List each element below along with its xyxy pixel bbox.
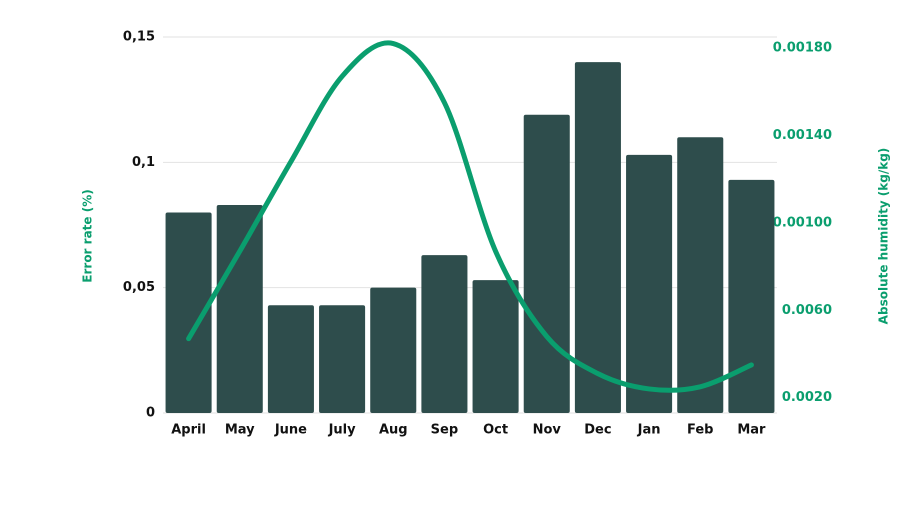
y-tick-label: 0,05 (123, 280, 155, 295)
bar (319, 305, 366, 413)
y-tick-label: 0,1 (132, 155, 155, 170)
x-tick-label: Sep (431, 423, 459, 438)
x-tick-label: Mar (737, 423, 766, 438)
y2-tick-label: 0.00100 (773, 215, 832, 230)
y2-axis-label: Absolute humidity (kg/kg) (877, 148, 891, 325)
bar (728, 179, 775, 413)
x-tick-label: June (274, 423, 307, 438)
y-axis-label: Error rate (%) (81, 189, 95, 282)
bar (421, 255, 468, 413)
bar (472, 280, 519, 413)
y-tick-label: 0,15 (123, 30, 155, 45)
x-tick-label: Dec (584, 423, 611, 438)
bar (626, 154, 673, 413)
x-tick-label: Oct (483, 423, 508, 438)
x-tick-label: Feb (687, 423, 713, 438)
bar (677, 137, 724, 413)
line (186, 40, 754, 393)
bar (165, 212, 212, 413)
x-tick-label: July (328, 423, 357, 438)
bar (267, 305, 314, 413)
y2-tick-label: 0.00140 (773, 128, 832, 143)
x-tick-label: May (225, 423, 255, 438)
x-tick-label: Aug (379, 423, 408, 438)
bar (216, 204, 263, 413)
y-tick-label: 0 (146, 406, 155, 421)
bar (574, 62, 621, 414)
x-tick-label: April (171, 423, 206, 438)
y2-tick-label: 0.00180 (773, 40, 832, 55)
x-tick-label: Jan (637, 423, 661, 438)
x-tick-label: Nov (533, 423, 562, 438)
bar (370, 287, 417, 413)
bar (523, 114, 570, 413)
y2-tick-label: 0.0060 (782, 303, 832, 318)
y2-tick-label: 0.0020 (782, 390, 832, 405)
